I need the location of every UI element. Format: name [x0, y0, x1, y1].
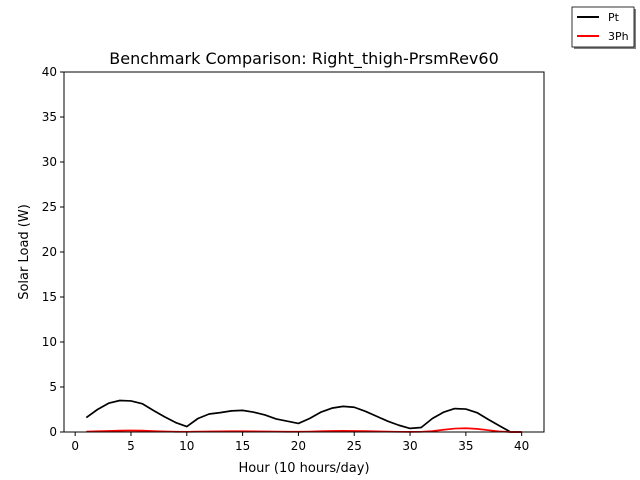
y-tick-label: 40	[42, 65, 57, 79]
x-tick-label: 15	[235, 439, 250, 453]
legend-label: Pt	[608, 11, 620, 24]
y-tick-label: 10	[42, 335, 57, 349]
y-tick-label: 30	[42, 155, 57, 169]
x-tick-label: 25	[347, 439, 362, 453]
x-tick-label: 10	[179, 439, 194, 453]
x-tick-label: 35	[458, 439, 473, 453]
legend: Pt 3Ph	[571, 6, 636, 49]
series-line-pt	[85, 399, 522, 433]
legend-label: 3Ph	[608, 30, 629, 43]
x-tick-label: 30	[402, 439, 417, 453]
y-tick-label: 15	[42, 290, 57, 304]
x-tick-label: 40	[514, 439, 529, 453]
x-tick-label: 20	[291, 439, 306, 453]
legend-box	[571, 6, 635, 48]
y-tick-label: 25	[42, 200, 57, 214]
x-tick-label: 0	[71, 439, 79, 453]
y-tick-label: 5	[49, 380, 57, 394]
x-axis-label: Hour (10 hours/day)	[238, 461, 369, 476]
y-tick-label: 20	[42, 245, 57, 259]
plot-area: 0 5 10 15 20 25 30 35 40 0 5 10 15 20 25 30 35 40	[42, 65, 545, 453]
x-tick-label: 5	[127, 439, 135, 453]
y-tick-label: 35	[42, 110, 57, 124]
chart-title: Benchmark Comparison: Right_thigh-PrsmRe…	[109, 49, 499, 69]
axes-frame	[63, 71, 545, 433]
y-axis-label: Solar Load (W)	[17, 204, 32, 300]
y-tick-label: 0	[49, 425, 57, 439]
